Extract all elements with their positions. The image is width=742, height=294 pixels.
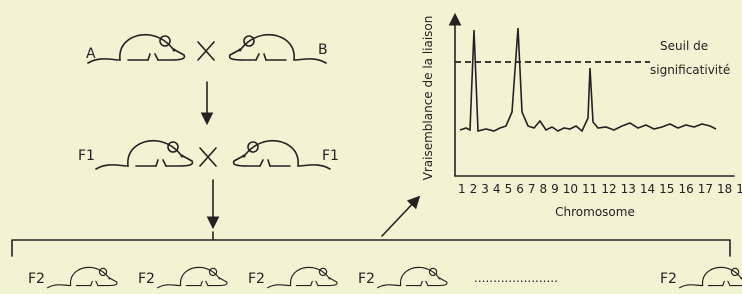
arrow (382, 198, 418, 236)
x-tick-label: 5 (505, 182, 513, 196)
f1-left: F1 (78, 148, 95, 164)
f2-label: F2 (358, 271, 375, 287)
mouse (96, 141, 192, 169)
f2-label: F2 (138, 271, 155, 287)
y-label: Vraisemblance de la liaison (421, 16, 435, 181)
mouse (230, 35, 326, 63)
x-tick-label: 17 (698, 182, 713, 196)
x-tick-label: 18 (717, 182, 732, 196)
ellipsis: ...................... (474, 271, 558, 285)
diagram: A B F1 F1 F2F2F2F2F2 ...................… (0, 0, 742, 294)
x-tick-label: 2 (470, 182, 478, 196)
x-tick-label: 16 (678, 182, 693, 196)
x-tick-label: 11 (582, 182, 597, 196)
mouse (680, 267, 742, 287)
cross (200, 148, 216, 166)
f2-label: F2 (248, 271, 265, 287)
threshold-label: significativité (650, 63, 730, 77)
bracket (12, 232, 730, 256)
x-tick-label: 9 (551, 182, 559, 196)
x-tick-label: 3 (481, 182, 489, 196)
f2-row: F2 F2 F2 F2 F2 (28, 267, 742, 287)
mouse (158, 267, 227, 287)
f2-label: F2 (660, 271, 677, 287)
x-tick-label: 13 (621, 182, 636, 196)
mouse (378, 267, 447, 287)
mouse (48, 267, 117, 287)
x-tick-label: 8 (539, 182, 547, 196)
x-labels: 12345678910111213141516171819x (458, 182, 742, 196)
mouse (268, 267, 337, 287)
x-tick-label: 10 (563, 182, 578, 196)
x-tick-label: 15 (659, 182, 674, 196)
x-tick-label: 12 (601, 182, 616, 196)
mouse (88, 35, 184, 63)
x-tick-label: 1 (458, 182, 466, 196)
x-tick-label: 4 (493, 182, 501, 196)
x-tick-label: 14 (640, 182, 655, 196)
x-tick-label: 6 (516, 182, 524, 196)
x-tick-label: 7 (528, 182, 536, 196)
mouse (234, 141, 330, 169)
x-title: Chromosome (555, 205, 635, 219)
f1-right: F1 (322, 148, 339, 164)
threshold-label: Seuil de (660, 39, 708, 53)
f2-label: F2 (28, 271, 45, 287)
parent-b: B (318, 42, 328, 58)
x-tick-label: 19 (736, 182, 742, 196)
cross (198, 42, 214, 60)
